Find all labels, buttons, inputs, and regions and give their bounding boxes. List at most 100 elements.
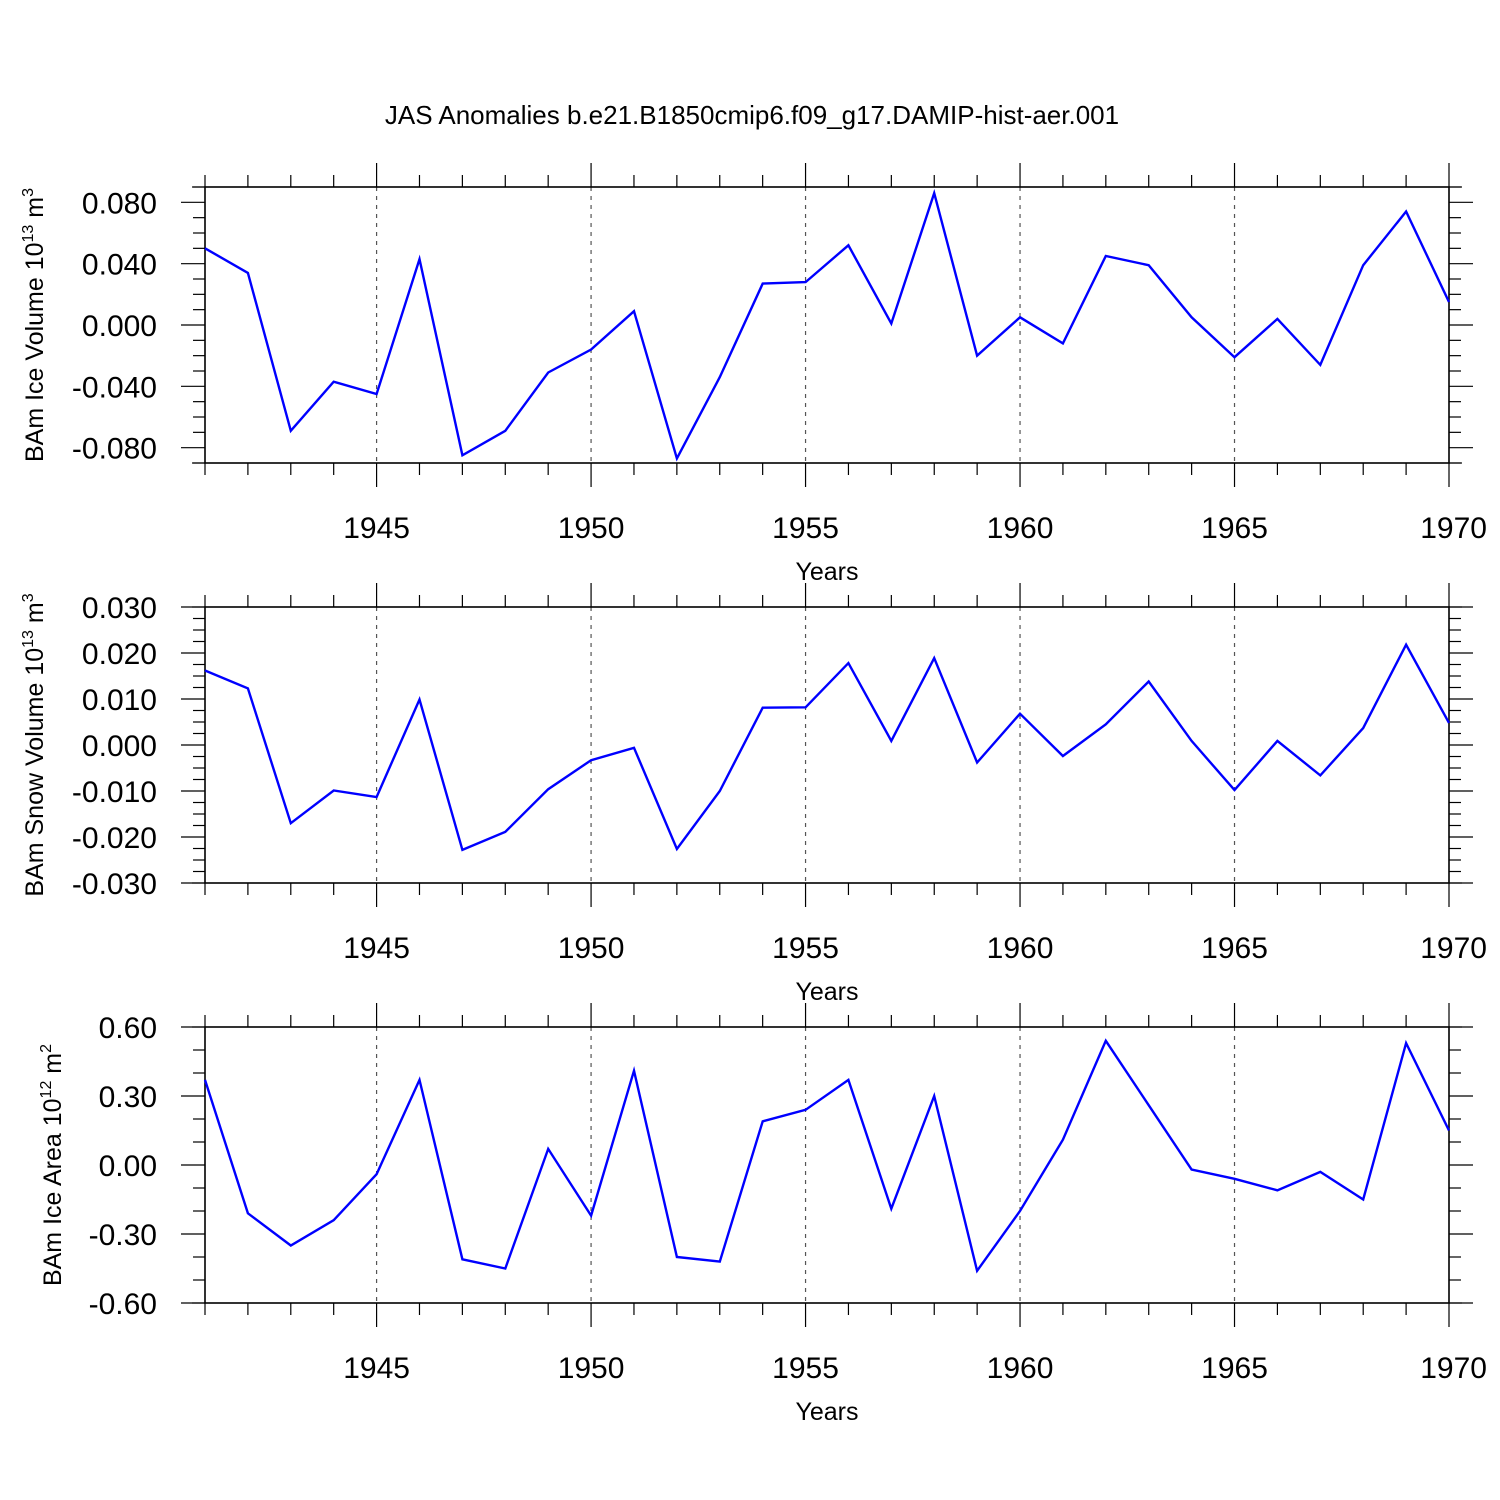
- data-point: [204, 247, 206, 249]
- x-tick-label: 1955: [772, 932, 839, 965]
- data-point: [461, 454, 463, 456]
- data-point: [418, 258, 420, 260]
- data-point: [1148, 680, 1150, 682]
- x-axis-title: Years: [795, 558, 858, 586]
- data-point: [1105, 255, 1107, 257]
- data-point: [761, 707, 763, 709]
- data-point: [1362, 264, 1364, 266]
- data-point: [375, 796, 377, 798]
- data-point: [1319, 364, 1321, 366]
- data-point: [719, 376, 721, 378]
- y-tick-label: 0.080: [82, 187, 157, 220]
- data-point: [1148, 1104, 1150, 1106]
- data-point: [1405, 644, 1407, 646]
- data-point: [1019, 316, 1021, 318]
- data-point: [1448, 722, 1450, 724]
- data-point: [1362, 727, 1364, 729]
- data-point: [204, 1079, 206, 1081]
- x-tick-label: 1960: [987, 932, 1054, 965]
- series-line: [203, 1038, 1451, 1274]
- data-point: [547, 371, 549, 373]
- data-point: [504, 831, 506, 833]
- y-tick-label: 0.030: [82, 592, 157, 625]
- y-tick-label: 0.000: [82, 310, 157, 343]
- data-point: [761, 1120, 763, 1122]
- data-point: [676, 1256, 678, 1258]
- data-point: [332, 381, 334, 383]
- data-point: [1233, 1178, 1235, 1180]
- x-tick-label: 1965: [1201, 1352, 1268, 1385]
- data-point: [676, 457, 678, 459]
- y-tick-label: -0.60: [89, 1288, 157, 1321]
- panel-1: -0.080 -0.040 0.000 0.040 0.080 1945 1950 1955 1…: [20, 163, 1487, 586]
- series-line: [204, 188, 1451, 462]
- data-point: [976, 1270, 978, 1272]
- x-axis-title: Years: [795, 1398, 858, 1426]
- data-point: [332, 1219, 334, 1221]
- data-point: [890, 740, 892, 742]
- x-tick-label: 1965: [1201, 932, 1268, 965]
- data-point: [290, 430, 292, 432]
- y-tick-label: 0.30: [99, 1081, 157, 1114]
- data-point: [719, 790, 721, 792]
- data-point: [761, 282, 763, 284]
- data-point: [418, 1079, 420, 1081]
- data-point: [590, 759, 592, 761]
- data-point: [633, 310, 635, 312]
- data-point: [1448, 301, 1450, 303]
- x-tick-label: 1950: [558, 1352, 625, 1385]
- data-point: [804, 281, 806, 283]
- x-tick-label: 1960: [987, 512, 1054, 545]
- data-point: [547, 788, 549, 790]
- y-tick-label: 0.00: [99, 1150, 157, 1183]
- data-point: [461, 1258, 463, 1260]
- y-tick-label: -0.020: [72, 822, 157, 855]
- data-point: [418, 698, 420, 700]
- data-point: [1148, 264, 1150, 266]
- x-tick-label: 1970: [1420, 512, 1487, 545]
- x-tick-label: 1970: [1420, 932, 1487, 965]
- data-point: [633, 1070, 635, 1072]
- data-point: [290, 1244, 292, 1246]
- y-tick-label: -0.010: [72, 776, 157, 809]
- data-point: [719, 1260, 721, 1262]
- data-point: [247, 687, 249, 689]
- data-point: [332, 789, 334, 791]
- data-point: [976, 761, 978, 763]
- data-point: [1190, 740, 1192, 742]
- data-point: [1276, 740, 1278, 742]
- data-point: [1019, 713, 1021, 715]
- data-point: [1276, 1189, 1278, 1191]
- data-point: [633, 747, 635, 749]
- panel-3: -0.60 -0.30 0.00 0.30 0.60 1945 1950 1955 1960 19…: [38, 1003, 1487, 1426]
- data-point: [890, 1208, 892, 1210]
- y-tick-label: 0.60: [99, 1012, 157, 1045]
- data-point: [547, 1148, 549, 1150]
- data-point: [1190, 316, 1192, 318]
- data-point: [1062, 755, 1064, 757]
- data-point: [1233, 789, 1235, 791]
- data-point: [504, 430, 506, 432]
- x-tick-label: 1945: [343, 512, 410, 545]
- x-axis-title: Years: [795, 978, 858, 1006]
- y-axis-title: BAm Snow Volume 1013 m3: [20, 593, 49, 896]
- data-point: [676, 848, 678, 850]
- data-point: [804, 1109, 806, 1111]
- data-point: [847, 662, 849, 664]
- data-point: [461, 849, 463, 851]
- data-point: [1319, 774, 1321, 776]
- x-tick-label: 1950: [558, 512, 625, 545]
- data-point: [1405, 1042, 1407, 1044]
- data-point: [590, 1214, 592, 1216]
- y-axis-title: BAm Ice Volume 1013 m3: [20, 188, 49, 462]
- x-tick-label: 1950: [558, 932, 625, 965]
- data-point: [1405, 210, 1407, 212]
- data-point: [1448, 1129, 1450, 1131]
- x-tick-label: 1955: [772, 1352, 839, 1385]
- data-point: [375, 1173, 377, 1175]
- series-line: [204, 642, 1451, 852]
- data-point: [847, 244, 849, 246]
- y-tick-label: -0.040: [72, 371, 157, 404]
- data-point: [1362, 1198, 1364, 1200]
